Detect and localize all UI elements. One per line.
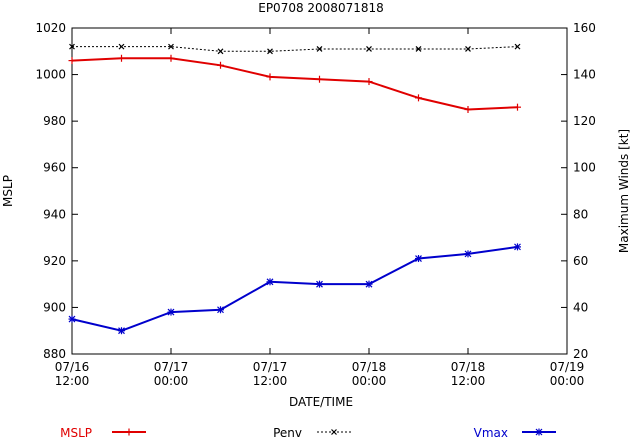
x-tick-label-time: 12:00 <box>451 374 486 388</box>
point-mslp <box>167 54 175 62</box>
point-mslp <box>217 61 224 69</box>
point-vmax <box>464 250 472 258</box>
point-penv <box>217 48 224 55</box>
y-right-tick-label: 140 <box>573 68 596 82</box>
y-left-tick-label: 940 <box>43 207 66 221</box>
point-penv <box>168 43 174 50</box>
plot-frame <box>71 27 568 355</box>
point-penv <box>267 48 273 55</box>
x-tick-label-time: 12:00 <box>55 374 90 388</box>
y-right-tick-label: 60 <box>573 254 588 268</box>
point-penv <box>316 46 323 52</box>
y-left-axis: 880 900 920 940 960 980 1000 1020 <box>35 21 78 361</box>
point-penv <box>69 43 75 50</box>
point-vmax <box>118 327 125 335</box>
point-penv <box>118 43 125 50</box>
y-left-tick-label: 900 <box>43 300 66 314</box>
point-vmax <box>217 306 224 314</box>
series-layer <box>68 43 521 335</box>
legend-marker-vmax <box>535 428 543 436</box>
y-right-axis: 20 40 60 80 100 120 140 160 <box>561 21 596 361</box>
point-vmax <box>68 315 76 323</box>
y-right-tick-label: 160 <box>573 21 596 35</box>
y-left-tick-label: 1000 <box>35 68 66 82</box>
point-penv <box>415 46 422 52</box>
chart-title: EP0708 2008071818 <box>258 1 384 15</box>
point-vmax <box>266 278 274 286</box>
point-penv <box>514 43 521 50</box>
point-mslp <box>365 78 373 86</box>
point-vmax <box>167 308 175 316</box>
y-left-tick-label: 980 <box>43 114 66 128</box>
legend-label-penv: Penv <box>273 426 302 437</box>
point-mslp <box>316 75 323 83</box>
x-tick-label-time: 12:00 <box>253 374 288 388</box>
point-vmax <box>365 280 373 288</box>
point-mslp <box>514 103 521 111</box>
x-tick-label-date: 07/17 <box>253 360 288 374</box>
legend-label-mslp: MSLP <box>60 426 92 437</box>
y-right-tick-label: 100 <box>573 161 596 175</box>
y-left-tick-label: 880 <box>43 347 66 361</box>
y-left-label: MSLP <box>1 175 15 207</box>
x-tick-label-date: 07/16 <box>55 360 90 374</box>
series-line-mslp <box>71 57 518 111</box>
x-tick-label-date: 07/18 <box>352 360 387 374</box>
y-left-tick-label: 920 <box>43 254 66 268</box>
x-axis-label: DATE/TIME <box>289 395 353 409</box>
x-tick-label-time: 00:00 <box>550 374 585 388</box>
y-left-tick-label: 1020 <box>35 21 66 35</box>
point-vmax <box>415 255 422 263</box>
series-line-penv <box>72 46 518 52</box>
point-penv <box>465 46 471 52</box>
x-tick-label-date: 07/17 <box>154 360 189 374</box>
point-mslp <box>266 73 274 81</box>
y-right-label: Maximum Winds [kt] <box>617 129 631 253</box>
point-mslp <box>464 106 472 113</box>
legend: MSLP Penv Vmax <box>60 426 556 437</box>
legend-label-vmax: Vmax <box>474 426 508 437</box>
point-mslp <box>68 57 76 65</box>
x-tick-label-date: 07/18 <box>451 360 486 374</box>
point-vmax <box>316 280 323 288</box>
point-penv <box>366 46 372 52</box>
x-axis: 07/1612:0007/1700:0007/1712:0007/1800:00… <box>55 28 585 388</box>
x-tick-label-date: 07/19 <box>550 360 585 374</box>
y-right-tick-label: 40 <box>573 300 588 314</box>
point-mslp <box>415 94 422 102</box>
legend-marker-mslp <box>125 428 133 436</box>
point-mslp <box>118 54 125 62</box>
x-tick-label-time: 00:00 <box>352 374 387 388</box>
legend-marker-penv <box>331 429 337 435</box>
x-tick-label-time: 00:00 <box>154 374 189 388</box>
y-right-tick-label: 20 <box>573 347 588 361</box>
y-right-tick-label: 120 <box>573 114 596 128</box>
series-line-vmax <box>71 245 518 332</box>
point-vmax <box>514 243 521 251</box>
y-right-tick-label: 80 <box>573 207 588 221</box>
y-left-tick-label: 960 <box>43 161 66 175</box>
